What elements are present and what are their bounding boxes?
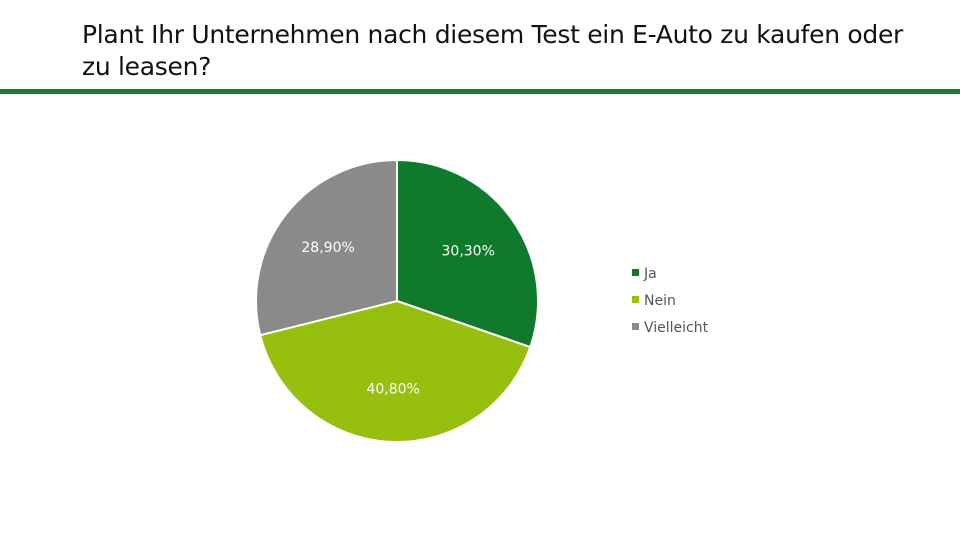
pie-data-labels: 30,30% 40,80% 28,90% [301, 240, 495, 397]
legend-swatch-ja [632, 269, 639, 276]
data-label-ja: 30,30% [442, 243, 495, 259]
legend-swatch-nein [632, 296, 639, 303]
legend-entry-nein: Nein [632, 293, 676, 309]
legend-label-vielleicht: Vielleicht [644, 320, 709, 336]
data-label-nein: 40,80% [366, 381, 419, 397]
pie-slice-vielleicht [255, 158, 398, 337]
legend-entry-ja: Ja [632, 266, 657, 282]
title-divider [0, 89, 960, 94]
page-title: Plant Ihr Unternehmen nach diesem Test e… [82, 20, 904, 81]
legend-label-ja: Ja [643, 266, 657, 282]
legend-label-nein: Nein [644, 293, 676, 309]
pie-slices [255, 158, 539, 443]
chart-legend: Ja Nein Vielleicht [632, 266, 709, 336]
pie-slice-ja [396, 158, 539, 349]
pie-slice-nein [258, 299, 532, 443]
legend-swatch-vielleicht [632, 323, 639, 330]
data-label-vielleicht: 28,90% [301, 240, 354, 256]
legend-entry-vielleicht: Vielleicht [632, 320, 709, 336]
